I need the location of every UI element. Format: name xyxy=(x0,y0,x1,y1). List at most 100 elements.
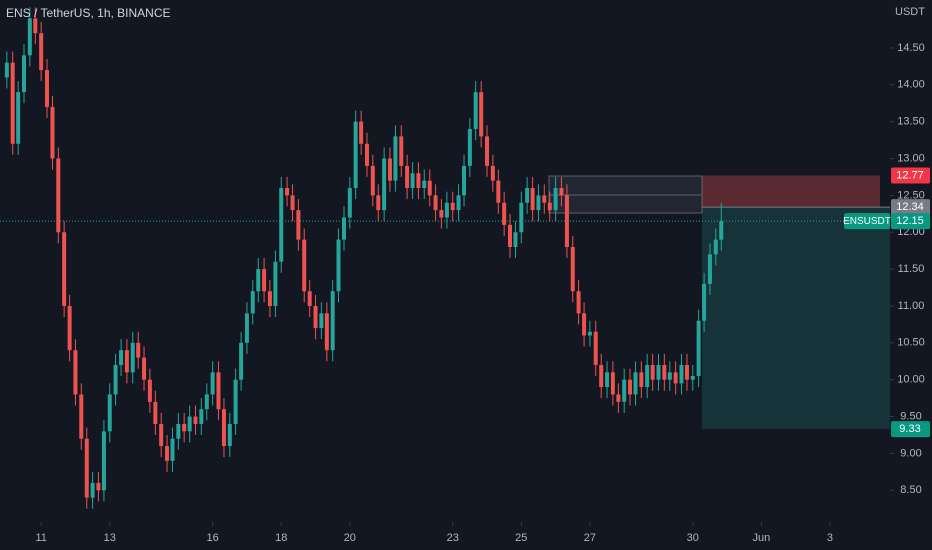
candle-body xyxy=(393,136,398,181)
y-tick-label: 11.00 xyxy=(898,300,925,312)
candle-body xyxy=(410,173,415,189)
candle-body xyxy=(239,342,244,380)
y-tick-label: 9.00 xyxy=(900,447,921,459)
candle-body xyxy=(73,350,78,395)
candle-body xyxy=(39,33,44,71)
candle-body xyxy=(67,305,72,351)
y-tick-label: 10.00 xyxy=(897,374,925,386)
drawings xyxy=(548,175,703,214)
candle-body xyxy=(62,232,67,306)
candle-body xyxy=(696,320,701,377)
x-tick-label: 11 xyxy=(35,532,46,544)
candle-body xyxy=(199,409,204,424)
candle-body xyxy=(496,180,501,203)
candle-body xyxy=(382,158,387,211)
candle-body xyxy=(227,423,232,447)
candle-body xyxy=(324,313,329,351)
candle-body xyxy=(16,92,21,144)
axes: 8.509.009.5010.0010.5011.0011.5012.0012.… xyxy=(35,42,930,544)
candle-body xyxy=(450,202,455,211)
stop-label: 12.77 xyxy=(896,169,924,181)
candle-body xyxy=(713,239,718,255)
candle-body xyxy=(542,195,547,203)
candle-body xyxy=(364,143,369,166)
candle-body xyxy=(456,195,461,211)
candle-body xyxy=(485,136,490,166)
candle-body xyxy=(165,446,170,461)
candle-body xyxy=(250,291,255,314)
candle-body xyxy=(50,106,55,159)
candle-body xyxy=(107,394,112,432)
candle-body xyxy=(290,195,295,211)
candle-body xyxy=(422,180,427,189)
candle-body xyxy=(467,129,472,166)
candle-body xyxy=(587,331,592,336)
candle-body xyxy=(702,283,707,321)
candle-body xyxy=(296,210,301,240)
candle-body xyxy=(719,221,724,240)
candle-body xyxy=(279,188,284,262)
candle-body xyxy=(490,165,495,181)
candle-body xyxy=(319,313,324,329)
y-tick-label: 12.50 xyxy=(897,189,925,201)
candle-body xyxy=(244,313,249,343)
candle-body xyxy=(124,350,129,373)
candle-body xyxy=(267,291,272,306)
candle-body xyxy=(473,92,478,130)
stop-label-bg xyxy=(891,167,930,184)
candle-body xyxy=(639,372,644,388)
candle-body xyxy=(216,372,221,410)
candle-body xyxy=(130,342,135,373)
candle-body xyxy=(176,423,181,439)
candle-body xyxy=(330,291,335,351)
candle-body xyxy=(153,401,158,424)
candle-body xyxy=(221,409,226,447)
candle-body xyxy=(187,416,192,432)
target-label: 9.33 xyxy=(899,423,920,435)
candle-body xyxy=(302,239,307,292)
y-tick-label: 14.50 xyxy=(897,42,925,54)
candle-body xyxy=(44,70,49,107)
y-tick-label: 9.50 xyxy=(900,410,921,422)
candle-body xyxy=(370,165,375,196)
candle-body xyxy=(433,195,438,211)
candle-body xyxy=(582,313,587,336)
position-tool xyxy=(0,175,890,430)
candle-body xyxy=(576,291,581,314)
y-tick-label: 10.50 xyxy=(897,337,925,349)
candle-body xyxy=(56,158,61,233)
last-price-label: 12.15 xyxy=(896,215,924,227)
candle-body xyxy=(359,121,364,144)
candle-body xyxy=(33,18,38,34)
candle-body xyxy=(90,482,95,498)
x-tick-label: 27 xyxy=(584,532,596,544)
candle-body xyxy=(336,239,341,292)
candle-body xyxy=(439,210,444,218)
candle-body xyxy=(313,305,318,329)
candle-body xyxy=(262,269,267,292)
candle-body xyxy=(204,394,209,410)
candle-body xyxy=(416,173,421,189)
candle-body xyxy=(113,364,118,395)
candle-body xyxy=(376,195,381,211)
candle-body xyxy=(10,62,15,144)
candle-body xyxy=(547,202,552,211)
x-tick-label: 3 xyxy=(827,532,833,544)
x-tick-label: 16 xyxy=(207,532,219,544)
candle-body xyxy=(570,246,575,292)
candle-body xyxy=(405,165,410,189)
x-tick-label: 18 xyxy=(275,532,287,544)
candle-body xyxy=(101,431,106,491)
chart-title: ENS / TetherUS, 1h, BINANCE xyxy=(6,6,171,20)
candle-body xyxy=(387,158,392,181)
y-tick-label: 13.00 xyxy=(897,152,925,164)
target-label-bg xyxy=(891,421,930,438)
candle-body xyxy=(22,55,27,93)
candle-body xyxy=(273,261,278,306)
candle-body xyxy=(507,224,512,247)
candle-body xyxy=(599,364,604,388)
x-tick-label: 23 xyxy=(447,532,459,544)
